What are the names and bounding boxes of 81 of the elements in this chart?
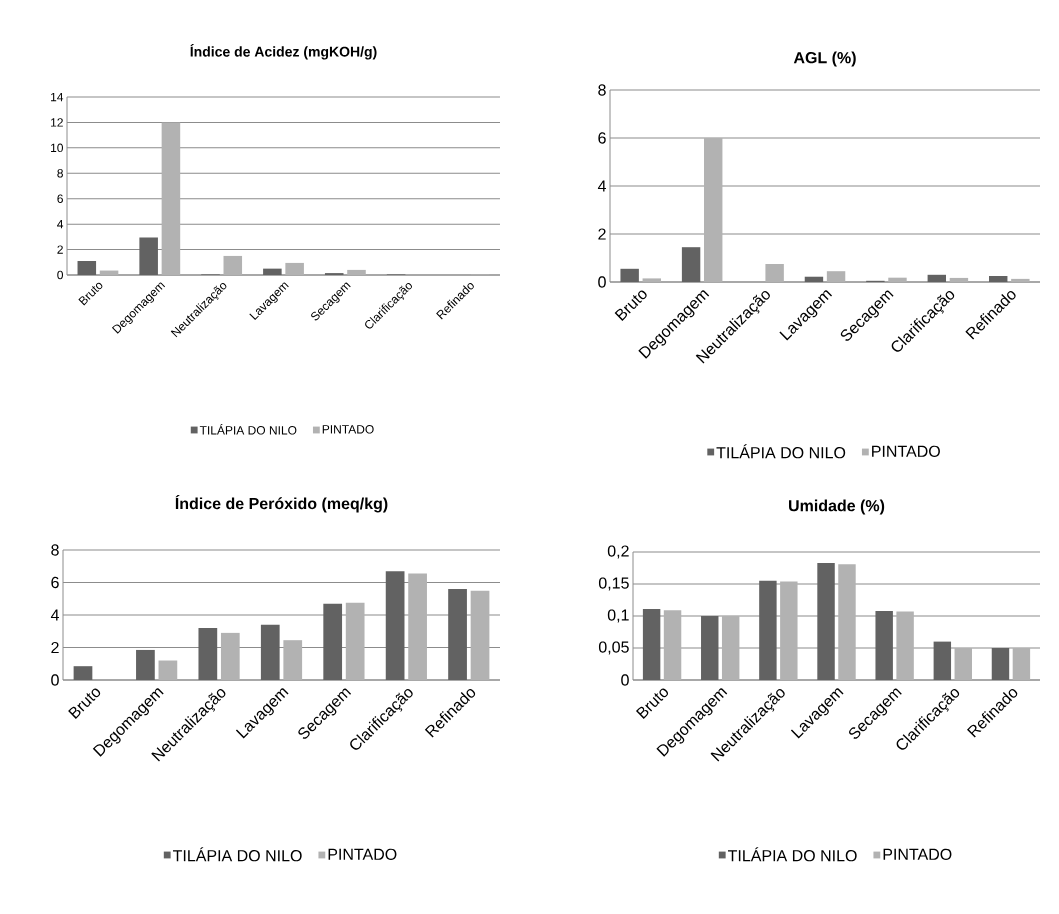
- y-tick-label: 6: [51, 576, 59, 589]
- bar: [158, 660, 178, 680]
- y-tick-label: 4: [57, 220, 64, 229]
- bar: [780, 581, 798, 680]
- bar: [345, 602, 365, 680]
- bar: [721, 616, 740, 680]
- bar: [804, 276, 824, 282]
- bar: [198, 628, 218, 680]
- legend-label: PINTADO: [322, 425, 374, 434]
- chart-title: Índice de Peróxido (meq/kg): [175, 494, 388, 513]
- bar: [263, 268, 282, 275]
- bar: [933, 641, 952, 680]
- bar: [663, 610, 682, 680]
- bar: [323, 603, 343, 680]
- y-tick-label: 4: [50, 609, 59, 621]
- y-tick-label: 4: [597, 180, 606, 192]
- y-tick-label: 14: [51, 92, 64, 102]
- y-tick-label: 2: [57, 245, 63, 254]
- bar: [765, 264, 784, 282]
- bar: [927, 274, 947, 282]
- bar: [260, 624, 280, 680]
- bar: [991, 648, 1010, 680]
- bar: [701, 616, 719, 680]
- bar: [642, 278, 661, 282]
- bar: [283, 640, 303, 680]
- y-tick-label: 8: [51, 544, 59, 556]
- legend-label: TILÁPIA DO NILO: [172, 847, 302, 862]
- bar: [77, 261, 97, 275]
- y-tick-label: 8: [598, 84, 606, 96]
- bar: [817, 562, 835, 680]
- legend-label: PINTADO: [883, 848, 952, 860]
- chart-title: Umidade (%): [789, 499, 885, 515]
- bar: [875, 610, 893, 680]
- chart-title: AGL (%): [793, 51, 856, 67]
- bar: [73, 666, 93, 680]
- legend-label: TILÁPIA DO NILO: [716, 444, 846, 459]
- y-tick-label: 6: [598, 132, 606, 144]
- legend-label: TILÁPIA DO NILO: [199, 424, 297, 435]
- bar: [448, 589, 467, 680]
- bar: [703, 138, 723, 282]
- y-tick-label: 8: [57, 169, 63, 178]
- y-tick-label: 0: [621, 674, 629, 686]
- bar: [139, 237, 158, 275]
- bar: [620, 268, 639, 282]
- y-tick-label: 0,2: [607, 545, 629, 559]
- legend-label: PINTADO: [328, 848, 397, 860]
- legend-label: PINTADO: [872, 445, 940, 457]
- y-tick-label: 0,1: [607, 609, 629, 623]
- bar: [888, 277, 907, 282]
- y-tick-label: 2: [598, 228, 606, 240]
- y-tick-label: 0: [51, 674, 59, 686]
- bar: [949, 277, 969, 282]
- y-tick-label: 0,05: [598, 641, 629, 655]
- y-tick-label: 0: [57, 270, 64, 280]
- bar: [642, 608, 661, 680]
- y-tick-label: 0: [598, 276, 606, 288]
- bar: [838, 564, 856, 680]
- bar: [347, 269, 366, 275]
- chart-title: Índice de Acidez (mgKOH/g): [190, 44, 377, 60]
- bar: [989, 276, 1008, 282]
- bar: [470, 590, 490, 680]
- y-tick-label: 2: [51, 641, 59, 654]
- legend-label: TILÁPIA DO NILO: [727, 847, 857, 862]
- bar: [759, 580, 777, 680]
- y-tick-label: 0,15: [598, 577, 629, 591]
- y-tick-label: 6: [57, 194, 63, 203]
- bar: [136, 649, 155, 680]
- y-tick-label: 12: [51, 118, 63, 127]
- bar: [220, 632, 240, 680]
- bar: [826, 271, 846, 282]
- bar: [954, 648, 972, 680]
- bar: [223, 255, 243, 275]
- bar: [681, 247, 701, 282]
- bar: [1012, 648, 1031, 680]
- bar: [285, 262, 304, 275]
- bar: [1011, 278, 1030, 282]
- bar: [408, 573, 427, 680]
- bar: [385, 571, 405, 680]
- y-tick-label: 10: [51, 143, 64, 153]
- bar: [896, 611, 914, 680]
- bar: [161, 122, 181, 275]
